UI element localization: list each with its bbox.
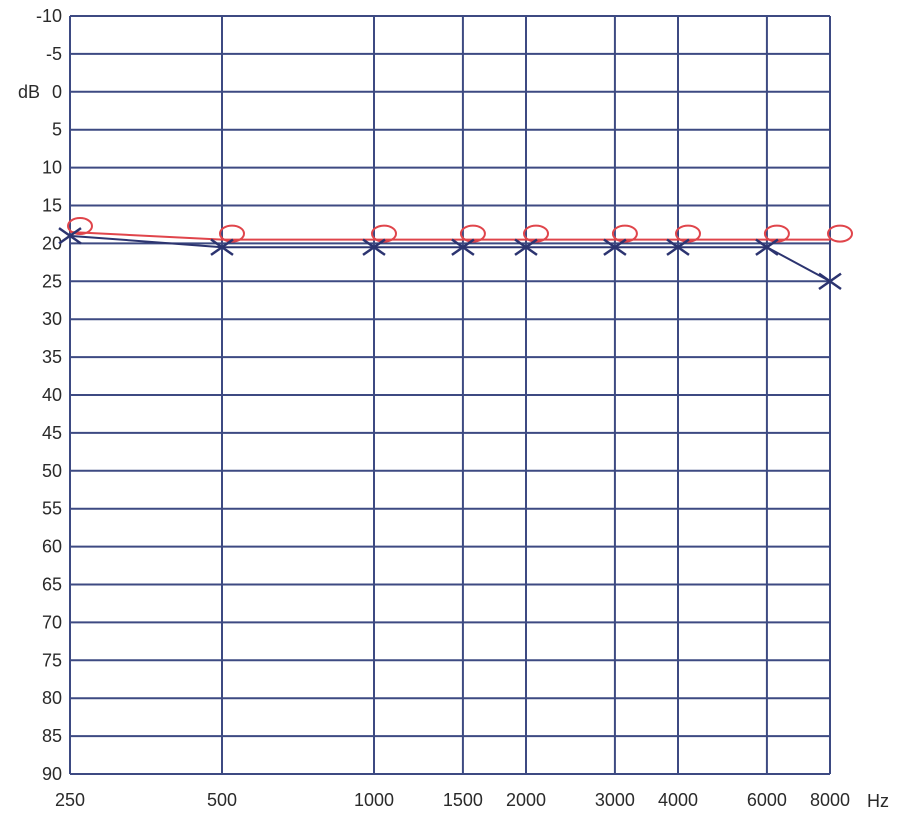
cross-marker [58,227,82,245]
x-tick-label: 6000 [747,790,787,810]
y-tick-label: -5 [46,44,62,64]
x-tick-label: 8000 [810,790,850,810]
x-tick-label: 4000 [658,790,698,810]
x-tick-label: 3000 [595,790,635,810]
y-tick-label: 90 [42,764,62,784]
x-tick-label: 500 [207,790,237,810]
x-tick-label: 2000 [506,790,546,810]
x-tick-label: 1500 [443,790,483,810]
y-tick-label: 50 [42,461,62,481]
cross-stroke [362,238,386,256]
series [58,217,853,291]
y-tick-label: 0 [52,82,62,102]
y-tick-label: 5 [52,120,62,140]
y-tick-label: 60 [42,537,62,557]
cross-stroke [818,272,842,291]
cross-stroke [451,238,475,256]
circle-marker [827,224,853,243]
cross-stroke [666,238,690,256]
y-tick-label: 45 [42,423,62,443]
cross-marker [818,272,842,291]
cross-stroke [755,238,779,256]
y-tick-label: 30 [42,309,62,329]
cross-marker [362,238,386,256]
y-axis-label: dB [18,82,40,102]
y-tick-label: 25 [42,271,62,291]
y-tick-label: 85 [42,726,62,746]
y-tick-label: 75 [42,650,62,670]
y-tick-label: 15 [42,196,62,216]
cross-marker [210,238,234,256]
cross-marker [451,238,475,256]
y-tick-label: 10 [42,158,62,178]
cross-marker [666,238,690,256]
circle-marker [67,217,93,236]
x-tick-label: 1000 [354,790,394,810]
x-axis-label: Hz [867,791,889,811]
y-tick-label: 20 [42,233,62,253]
tick-labels: -10 -5 0 5 10 15 20 25 30 35 40 45 50 55 60 65 70 75 80 85 9… [36,6,850,810]
grid [69,15,831,775]
cross-stroke [210,238,234,256]
cross-marker [603,238,627,256]
cross-stroke [603,238,627,256]
y-tick-label: 65 [42,575,62,595]
cross-marker [755,238,779,256]
cross-marker [514,238,538,256]
y-tick-label: 80 [42,688,62,708]
y-tick-label: 55 [42,499,62,519]
red-series-line [69,231,830,241]
y-tick-label: -10 [36,6,62,26]
cross-stroke [514,238,538,256]
cross-stroke [58,227,82,245]
y-tick-label: 35 [42,347,62,367]
y-tick-label: 70 [42,612,62,632]
y-tick-label: 40 [42,385,62,405]
x-tick-label: 250 [55,790,85,810]
